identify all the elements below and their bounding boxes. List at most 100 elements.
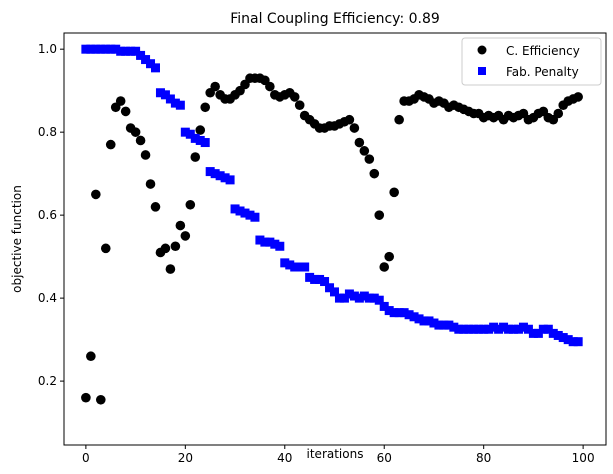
efficiency-point [389,187,399,198]
penalty-point [270,239,280,249]
efficiency-point [140,150,151,160]
efficiency-point [210,81,220,92]
efficiency-point [369,168,380,179]
penalty-point [449,322,459,332]
penalty-point [573,337,583,347]
chart-title: Final Coupling Efficiency: 0.89 [230,11,440,27]
axes-frame [63,32,607,446]
efficiency-point [100,243,111,254]
penalty-point [141,55,151,65]
efficiency-point [86,351,96,362]
penalty-point [155,88,165,98]
legend-box [461,37,602,86]
penalty-point [499,322,509,332]
penalty-point [464,324,474,334]
penalty-point [339,293,349,303]
efficiency-point [91,189,101,200]
penalty-point [518,322,528,332]
penalty-point [528,328,538,338]
penalty-point [180,127,190,137]
efficiency-point [170,241,181,252]
penalty-point [260,237,270,247]
penalty-point [106,44,116,54]
efficiency-point [364,154,375,164]
penalty-point [165,94,175,104]
penalty-point [81,44,91,54]
efficiency-point [81,392,91,403]
legend: C. Efficiency Fab. Penalty [461,37,602,86]
penalty-point [504,324,514,334]
efficiency-point [195,125,206,135]
penalty-point [354,293,364,303]
penalty-point [509,324,519,334]
penalty-point [513,324,523,334]
penalty-point [305,272,315,282]
penalty-point [300,262,310,272]
efficiency-point [160,243,171,254]
efficiency-point [374,210,385,220]
penalty-point [568,337,578,347]
y-axis-label: objective function [10,185,24,293]
penalty-point [290,262,300,272]
efficiency-point [175,220,186,231]
penalty-point [474,324,484,334]
penalty-point [330,287,340,297]
legend-label-penalty: Fab. Penalty [506,65,579,79]
penalty-point [185,129,195,139]
penalty-point [558,333,568,343]
penalty-point [543,324,553,334]
efficiency-point [95,394,106,405]
x-tick-label: 60 [377,451,392,465]
penalty-point [86,44,96,54]
penalty-point [533,328,543,338]
penalty-point [399,308,409,318]
efficiency-point [165,264,176,274]
penalty-point [146,59,156,69]
penalty-point [111,44,121,54]
penalty-point [349,291,359,301]
penalty-point [265,237,275,247]
penalty-point [364,293,374,303]
efficiency-point [190,152,201,162]
efficiency-point [185,199,196,210]
penalty-point [121,46,131,56]
penalty-point [310,274,320,284]
penalty-point [563,335,573,345]
penalty-point [394,308,404,318]
x-tick-label: 100 [572,451,595,465]
penalty-point [230,204,240,214]
efficiency-point [145,179,156,189]
legend-marker-square [478,67,486,75]
penalty-point [484,324,494,334]
efficiency-point [394,114,404,125]
penalty-point [419,316,429,326]
penalty-point [553,330,563,340]
penalty-point [459,324,469,334]
efficiency-point [573,92,583,102]
penalty-point [250,212,260,222]
penalty-point [523,324,533,334]
penalty-point [190,133,200,143]
penalty-point [220,173,230,183]
penalty-point [334,293,344,303]
penalty-point [131,46,141,56]
penalty-point [344,289,354,299]
y-tick-label: 0.2 [38,374,57,388]
x-tick-label: 20 [178,451,193,465]
efficiency-point [200,102,211,113]
efficiency-point [349,123,360,133]
penalty-point [494,324,504,334]
penalty-point [384,306,394,316]
penalty-point [469,324,479,334]
penalty-point [359,291,369,301]
penalty-point [175,100,185,110]
penalty-point [150,63,160,73]
penalty-point [280,258,290,268]
efficiency-point [115,96,126,106]
penalty-point [205,167,215,177]
efficiency-point [359,146,370,156]
penalty-point [235,206,245,216]
penalty-point [315,274,325,284]
penalty-point [429,318,439,328]
penalty-point [479,324,489,334]
